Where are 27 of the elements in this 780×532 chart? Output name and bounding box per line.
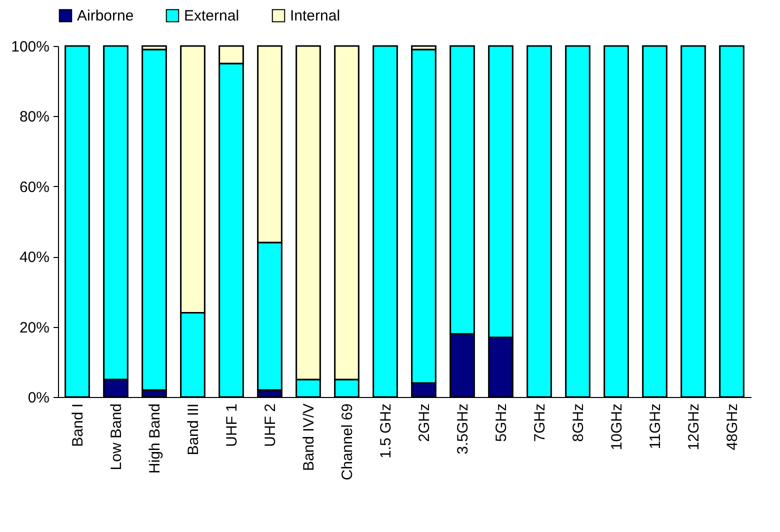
x-tick-label: 3.5GHz xyxy=(454,404,472,454)
x-tick-label: 5GHz xyxy=(492,404,510,442)
x-tick-label: 11GHz xyxy=(646,404,664,450)
x-tick-label: UHF 1 xyxy=(223,404,240,447)
y-tick-label: 20% xyxy=(19,319,50,336)
x-tick-label: 8GHz xyxy=(570,404,587,442)
x-tick-label: 12GHz xyxy=(685,404,702,450)
x-tick-label: 48GHz xyxy=(724,404,741,450)
x-tick-label: 7GHz xyxy=(531,404,548,442)
x-tick-label: Band IV/V xyxy=(300,404,318,472)
x-tick-label: Band I xyxy=(69,404,86,447)
x-tick-label: 10GHz xyxy=(608,404,626,450)
y-tick-label: 80% xyxy=(19,108,50,126)
y-tick-label: 40% xyxy=(19,249,50,266)
y-tick-label: 60% xyxy=(19,178,50,196)
x-tick-label: Channel 69 xyxy=(338,404,356,480)
y-tick-label: 100% xyxy=(11,38,50,56)
x-tick-label: UHF 2 xyxy=(262,404,279,447)
legend-label: Internal xyxy=(290,8,340,25)
x-tick-label: 2GHz xyxy=(416,404,433,442)
legend-label: External xyxy=(184,8,240,25)
x-tick-label: Band III xyxy=(184,404,202,456)
y-tick-label: 0% xyxy=(28,390,50,406)
x-tick-label: Low Band xyxy=(108,404,125,470)
x-tick-label: 1.5 GHz xyxy=(377,404,394,459)
legend-label: Airborne xyxy=(77,8,134,25)
x-tick-label: High Band xyxy=(146,404,164,474)
